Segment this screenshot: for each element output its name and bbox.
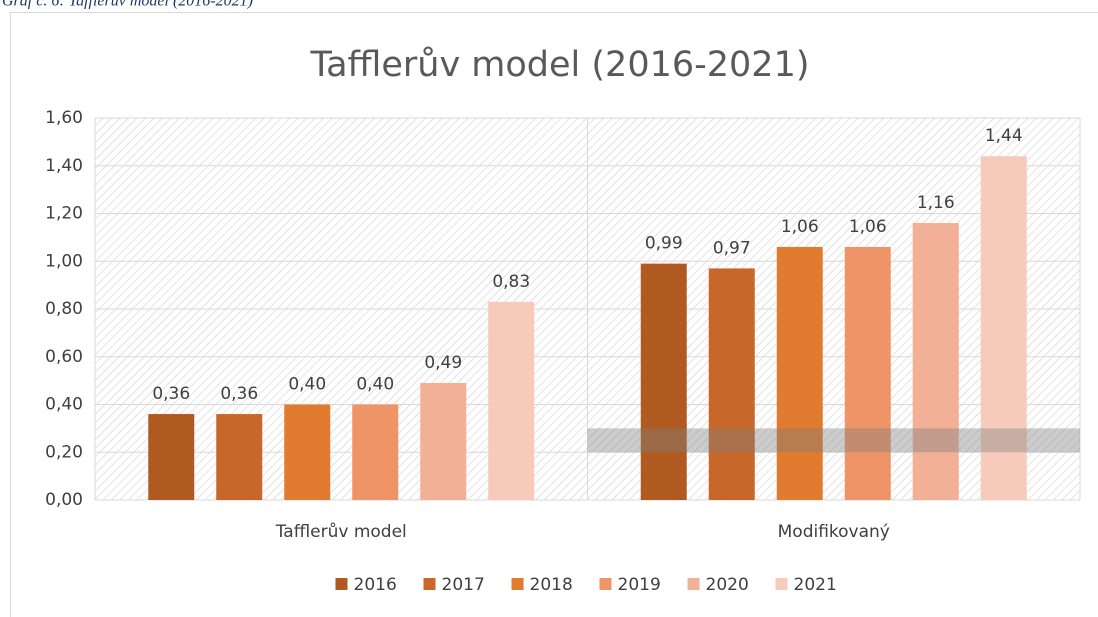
bar — [640, 263, 687, 500]
y-tick-label: 0,60 — [45, 347, 83, 367]
bar — [844, 246, 891, 500]
data-label: 0,36 — [152, 384, 190, 404]
legend-label: 2021 — [794, 575, 837, 595]
data-label: 0,97 — [713, 238, 751, 258]
data-label: 0,36 — [220, 384, 258, 404]
y-tick-label: 1,20 — [45, 204, 83, 224]
y-tick-label: 0,40 — [45, 395, 83, 415]
bar — [912, 223, 959, 501]
x-tick-label: Tafflerův model — [275, 522, 407, 542]
legend-label: 2020 — [706, 575, 749, 595]
legend-swatch — [511, 578, 524, 590]
bar — [352, 404, 399, 500]
y-tick-label: 1,40 — [45, 156, 83, 176]
bar — [420, 383, 467, 500]
y-tick-label: 0,00 — [45, 490, 83, 510]
data-label: 1,06 — [849, 217, 887, 237]
legend-label: 2016 — [354, 575, 397, 595]
y-tick-label: 1,00 — [45, 251, 83, 271]
legend-swatch — [423, 578, 436, 590]
data-label: 1,44 — [985, 126, 1023, 146]
caption: Graf č. 6: Tafflerův model (2016-2021) — [2, 0, 253, 10]
chart-title: Tafflerův model (2016-2021) — [309, 45, 809, 85]
y-tick-label: 1,60 — [45, 108, 83, 128]
bar — [708, 268, 755, 500]
legend-swatch — [687, 578, 700, 590]
data-label: 0,83 — [492, 272, 530, 292]
data-label: 0,99 — [645, 234, 683, 254]
bar — [488, 301, 535, 500]
bar — [284, 404, 331, 500]
bar — [148, 414, 195, 500]
data-label: 0,49 — [424, 353, 462, 373]
chart-frame — [10, 12, 1098, 617]
bar — [980, 156, 1027, 500]
legend-swatch — [775, 578, 788, 590]
data-label: 1,16 — [917, 193, 955, 213]
legend-label: 2017 — [442, 575, 485, 595]
data-label: 1,06 — [781, 217, 819, 237]
legend-label: 2018 — [530, 575, 573, 595]
bar — [216, 414, 263, 500]
gray-zone — [587, 428, 1080, 453]
y-tick-label: 0,20 — [45, 442, 83, 462]
legend-swatch — [335, 578, 348, 590]
data-label: 0,40 — [288, 375, 326, 395]
legend-label: 2019 — [618, 575, 661, 595]
legend-swatch — [599, 578, 612, 590]
x-tick-label: Modifikovaný — [778, 522, 890, 542]
y-tick-label: 0,80 — [45, 299, 83, 319]
bar — [776, 246, 823, 500]
data-label: 0,40 — [356, 375, 394, 395]
